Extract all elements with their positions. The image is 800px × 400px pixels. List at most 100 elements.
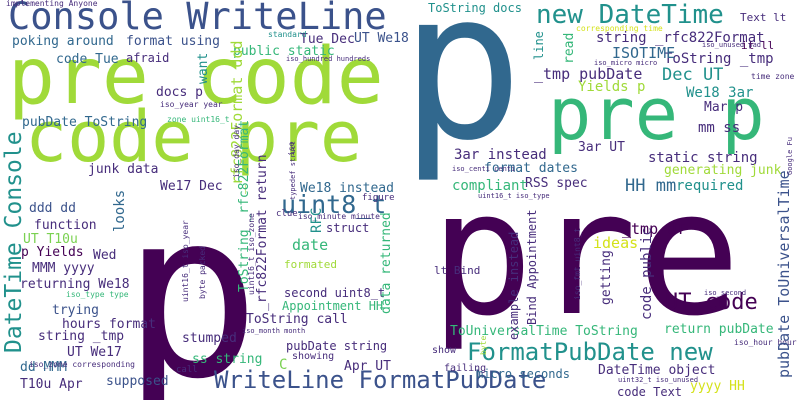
word-appointment-hh: Appointment HH <box>282 299 384 313</box>
word-iso-type-type: iso_zone corresponding <box>29 360 135 369</box>
word-return-pubdate: return pubDate <box>664 322 774 337</box>
word-hh-mm: HH mm <box>625 176 677 196</box>
word-required: required <box>676 178 744 194</box>
word-rfc-vertical: RFC <box>309 207 325 233</box>
word-yields-p: Yields p <box>578 79 646 95</box>
word-byte-vertical: byte <box>479 335 488 355</box>
word-compliant: compliant <box>452 178 528 194</box>
word-iso-second: iso_hour hour <box>734 338 797 347</box>
word-iso-day-vertical: iso_day day <box>232 125 241 178</box>
word-dec-ut: Dec UT <box>662 65 724 85</box>
word-bind-appointment-vertical: Bind Appointment <box>525 209 539 325</box>
word-mmm-yyyy: MMM yyyy <box>32 261 95 276</box>
word-ut-we17: UT We17 <box>67 345 122 360</box>
word-typedef-struct: iso_type type <box>66 290 129 299</box>
word-c: C <box>279 357 288 373</box>
word-iso-month-vertical: iso_fmt uint8_t <box>573 227 582 300</box>
word-text-lt: Text lt <box>740 11 787 24</box>
word-isotime: ISOTIME <box>612 44 676 62</box>
word-zone-uint16: zone uint16_t <box>167 115 230 124</box>
word-tmp-pubdate: _tmp pubDate <box>534 65 643 83</box>
word-figure: figure <box>362 193 395 203</box>
word-ut-code: UT code <box>665 290 758 315</box>
word-struct: struct <box>326 221 370 235</box>
word-iso-hour: uint32_t iso_unused <box>618 376 699 384</box>
word-trying: trying <box>52 303 99 318</box>
word-yyyy-hh: yyyy HH <box>690 379 745 394</box>
word-rfc-return-vertical: _rfc822Format return <box>255 154 270 311</box>
word-supposed: supposed <box>106 374 169 389</box>
word-example-instead-vertical: example instead <box>507 231 521 340</box>
word-second-uint8-t: second uint8_t <box>284 286 386 300</box>
word-datetime-console-vertical: DateTime Console <box>1 131 27 353</box>
word-iso-zone-corr: iso_month month <box>242 327 306 335</box>
word-pubdate-tounivtime-vertical: pubDate ToUniversalTime <box>775 170 793 378</box>
word-pre-p: pre p <box>548 72 765 156</box>
word-t10u-apr: T10u Apr <box>20 377 83 392</box>
word-it-ll: it ll <box>741 39 775 52</box>
word-read-vertical: read <box>562 32 577 64</box>
word-mar-p: Mar p <box>704 100 744 115</box>
word-format-dates: format dates <box>484 161 578 176</box>
word-writeline-formatpubdate: WriteLine FormatPubDate <box>214 366 547 394</box>
word-line-vertical: line <box>532 31 546 60</box>
word-tmp-ut: _tmp UT <box>622 220 686 238</box>
word-p-large-blue: p <box>400 0 524 186</box>
word-uint32-iso-unused-vertical: Google Fu <box>786 137 794 175</box>
word-tostring-call: ToString call <box>246 312 348 327</box>
word-pubdate-string: pubDate string <box>286 339 388 353</box>
word-micro-seconds: micro seconds <box>476 367 570 381</box>
word-date: date <box>292 236 329 254</box>
word-string-tmp: string _tmp <box>38 329 125 344</box>
word-we17-dec: We17 Dec <box>160 179 223 194</box>
word-byte-packed-vertical: byte packed <box>198 246 207 299</box>
word-poking-around: poking around <box>12 34 114 49</box>
word-junk-data: junk data <box>88 162 159 177</box>
word-p-large-purple: p <box>122 163 261 400</box>
word-code-public-vertical: code public <box>639 227 655 320</box>
word-generating-junk: generating junk <box>664 163 782 178</box>
word-ss-string: ss string <box>192 352 263 367</box>
word-uint16-iso-zone-vertical: uint16_t iso_zone <box>247 213 256 295</box>
word-tostring-docs: ToString docs <box>428 1 522 15</box>
word-3ar-ut: 3ar UT <box>578 140 625 155</box>
word-want-vertical: want <box>196 52 211 84</box>
word-dd-mmm: dd MMM <box>20 360 67 375</box>
word-pre-code: pre code <box>8 32 384 122</box>
word-datetime-object: DateTime object <box>598 363 716 378</box>
word-apr-ut: Apr UT <box>344 359 391 374</box>
word-public-static: public static <box>233 44 335 59</box>
word-looks-vertical: looks <box>112 189 128 232</box>
word-pubdate-tostring: pubDate ToString <box>22 115 148 130</box>
word-tounivtime-tostring: ToUniversalTime ToString <box>450 324 638 339</box>
word-hours-format: hours format <box>62 317 156 332</box>
word-tostring-tmp: ToString _tmp <box>664 51 774 67</box>
word-p-yields: p Yields <box>21 245 84 260</box>
word-iso-centi: iso_centi centi <box>452 165 516 173</box>
word-ut-t10u: UT T10u <box>23 232 78 247</box>
word-uint8-t: uint8_t <box>281 190 387 219</box>
word-afraid: afraid <box>126 51 170 65</box>
word-3ar-instead: 3ar instead <box>454 147 547 163</box>
word-uint16-iso-type: uint16_t iso_type <box>478 192 550 200</box>
word-iso-minute: iso_minute minute <box>298 212 380 221</box>
word-failing: failing <box>444 363 487 374</box>
word-lt-bind: lt Bind <box>434 264 481 277</box>
word-new-datetime: new DateTime <box>536 0 724 30</box>
word-stumped: stumped <box>182 331 237 346</box>
word-uint16-iso-year-vertical: uint16_t iso_year <box>181 220 190 302</box>
word-code-text: code Text <box>617 385 683 399</box>
word-code-tue: code Tue <box>56 52 119 67</box>
word-code-pre: code pre <box>25 96 363 178</box>
word-iso-unused-pad: iso_unused pad <box>702 41 762 49</box>
word-corresponding-time: corresponding time <box>576 24 663 33</box>
word-ut-we18: UT We18 <box>354 31 409 46</box>
word-iso-hundred: iso_hundred hundreds <box>286 55 371 63</box>
word-ddd-dd: ddd dd <box>29 201 76 216</box>
word-rss-spec: RSS spec <box>525 176 588 191</box>
word-string-rfc822format: string _rfc822Format <box>596 30 765 46</box>
word-formated: formated <box>284 258 337 271</box>
word-docs-p: docs p <box>156 85 203 100</box>
word-we18-3ar: We18 3ar <box>686 85 754 101</box>
